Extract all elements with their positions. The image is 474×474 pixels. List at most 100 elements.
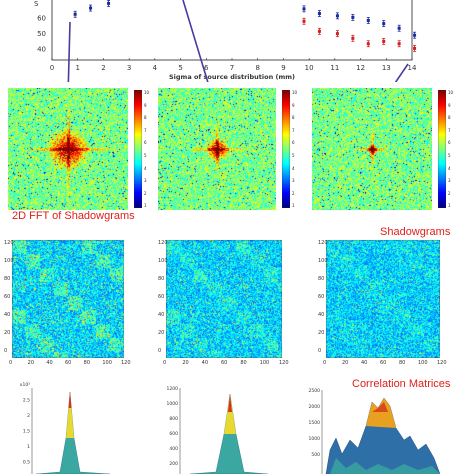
shadowgram-y-tick: 40 xyxy=(158,312,164,318)
shadowgram-x-tick: 20 xyxy=(28,360,34,366)
shadowgram-y-tick: 20 xyxy=(158,330,164,336)
fft-panel-3 xyxy=(312,88,432,210)
colorbar-tick-label: 6 xyxy=(144,140,147,145)
blue-data-point xyxy=(413,32,416,38)
shadowgram-panel-1 xyxy=(12,240,124,358)
plot-area xyxy=(52,0,412,60)
corr-tick-label: 200 xyxy=(169,461,178,467)
colorbar-tick-label: 10 xyxy=(144,90,149,95)
x-tick-label: 0 xyxy=(50,64,54,72)
shadowgram-x-tick: 100 xyxy=(102,360,112,366)
corr-tick-label: 1.5 xyxy=(23,429,30,435)
fft-panel-1 xyxy=(8,88,128,210)
fft-colorbar-2 xyxy=(282,90,290,208)
colorbar-1 xyxy=(134,90,142,208)
colorbar-tick-label: 3 xyxy=(144,178,147,183)
shadowgram-x-tick: 100 xyxy=(418,360,428,366)
x-tick-label: 5 xyxy=(178,64,182,72)
corr-surface-3 xyxy=(326,398,440,474)
shadowgram-x-tick: 20 xyxy=(182,360,188,366)
shadowgram-x-tick: 60 xyxy=(221,360,227,366)
shadowgram-x-tick: 60 xyxy=(380,360,386,366)
colorbar-tick-label: 2 xyxy=(448,191,451,196)
shadowgram-caption: Shadowgrams xyxy=(380,226,450,238)
colorbar-tick-label: 9 xyxy=(292,103,295,108)
colorbar-tick-label: 3 xyxy=(448,178,451,183)
shadowgram-x-tick: 80 xyxy=(240,360,246,366)
shadowgram-y-tick: 0 xyxy=(158,348,161,354)
shadowgram-x-tick: 40 xyxy=(202,360,208,366)
x-tick-label: 1 xyxy=(75,64,79,72)
colorbar-tick-label: 7 xyxy=(448,128,451,133)
shadowgram-y-tick: 80 xyxy=(158,276,164,282)
colorbar-tick-label: 2 xyxy=(292,191,295,196)
corr-surface-1 xyxy=(36,392,110,474)
fft-image-2 xyxy=(158,88,276,210)
shadowgram-y-tick: 80 xyxy=(4,276,10,282)
x-tick-label: 14 xyxy=(408,64,417,72)
y-tick-label: 50 xyxy=(37,30,46,38)
shadowgram-x-tick: 40 xyxy=(46,360,52,366)
shadowgram-x-tick: 0 xyxy=(9,360,12,366)
shadowgram-y-tick: 120 xyxy=(318,240,328,246)
colorbar-tick-label: 2 xyxy=(144,191,147,196)
corr-tick-label: 2 xyxy=(27,413,30,419)
colorbar-tick-label: 3 xyxy=(292,178,295,183)
shadowgram-image-1 xyxy=(12,240,124,358)
colorbar-tick-label: 9 xyxy=(144,103,147,108)
shadowgram-x-tick: 120 xyxy=(121,360,131,366)
shadowgram-y-tick: 60 xyxy=(318,294,324,300)
colorbar-tick-label: 5 xyxy=(448,153,451,158)
shadowgram-y-tick: 60 xyxy=(158,294,164,300)
x-tick-label: 3 xyxy=(127,64,131,72)
x-tick-label: 7 xyxy=(230,64,234,72)
x-tick-label: 2 xyxy=(101,64,105,72)
shadowgram-panel-2 xyxy=(166,240,282,358)
x-tick-label: 4 xyxy=(153,64,158,72)
colorbar-tick-label: 8 xyxy=(292,115,295,120)
corr-tick-label: 2.5 xyxy=(23,398,30,404)
colorbar-tick-label: 7 xyxy=(292,128,295,133)
shadowgram-x-tick: 0 xyxy=(323,360,326,366)
corr-tick-label: 1000 xyxy=(167,401,179,407)
fft-colorbar-1 xyxy=(134,90,142,208)
colorbar-tick-label: 8 xyxy=(144,115,147,120)
x-tick-label: 9 xyxy=(281,64,285,72)
colorbar-tick-label: 6 xyxy=(292,140,295,145)
colorbar-tick-label: 6 xyxy=(448,140,451,145)
corr-tick-label: 2000 xyxy=(309,404,321,410)
corr-tick-label: x10³ xyxy=(20,382,30,388)
x-tick-label: 10 xyxy=(305,64,314,72)
corr-tick-label: 400 xyxy=(169,446,178,452)
x-tick-label: 12 xyxy=(356,64,365,72)
shadowgram-y-tick: 120 xyxy=(158,240,168,246)
colorbar-tick-label: 5 xyxy=(144,153,147,158)
shadowgram-x-tick: 0 xyxy=(163,360,166,366)
y-tick-label: 60 xyxy=(37,15,46,23)
shadowgram-y-tick: 0 xyxy=(4,348,7,354)
corr-tick-label: 1 xyxy=(27,444,30,450)
y-axis-label: S xyxy=(34,0,39,8)
colorbar-tick-label: 10 xyxy=(448,90,453,95)
shadowgram-x-tick: 120 xyxy=(279,360,289,366)
shadowgram-y-tick: 100 xyxy=(318,258,328,264)
corr-tick-label: 1200 xyxy=(167,386,179,392)
shadowgram-x-tick: 100 xyxy=(260,360,270,366)
shadowgram-y-tick: 20 xyxy=(318,330,324,336)
colorbar-tick-label: 9 xyxy=(448,103,451,108)
colorbar-tick-label: 1 xyxy=(144,203,147,208)
x-axis-label: Sigma of source distribution (mm) xyxy=(169,73,295,81)
y-tick-label: 40 xyxy=(37,46,46,54)
shadowgram-panel-3 xyxy=(326,240,440,358)
shadowgram-y-tick: 40 xyxy=(318,312,324,318)
colorbar-tick-label: 1 xyxy=(448,203,451,208)
shadowgram-x-tick: 80 xyxy=(84,360,90,366)
corr-tick-label: 1500 xyxy=(309,420,321,426)
shadowgram-y-tick: 80 xyxy=(318,276,324,282)
shadowgram-x-tick: 60 xyxy=(65,360,71,366)
corr-surface-2 xyxy=(190,394,268,474)
corr-tick-label: 2500 xyxy=(309,388,321,394)
correlation-surfaces: x10³ 2.5 2 1.5 1 0.5 1200 1000 800 600 400 200 2500 2… xyxy=(0,378,474,474)
fft-colorbar-3 xyxy=(438,90,446,208)
